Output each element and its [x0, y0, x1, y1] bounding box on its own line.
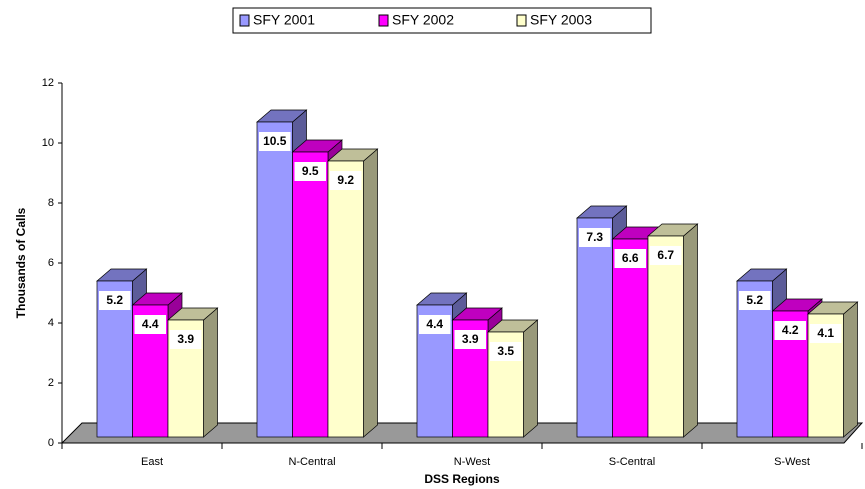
- bar-front: [292, 151, 329, 438]
- y-tick-label: 12: [42, 77, 54, 89]
- value-label: 4.4: [426, 317, 443, 331]
- x-tick-label: East: [141, 456, 163, 468]
- bar-side: [523, 319, 538, 438]
- bar: [327, 148, 379, 438]
- x-tick-label: S-West: [774, 456, 810, 468]
- x-axis-title: DSS Regions: [424, 472, 500, 486]
- value-label: 4.1: [817, 326, 834, 340]
- value-label: 3.9: [462, 332, 479, 346]
- legend-box: [232, 7, 652, 34]
- y-tick-label: 4: [48, 317, 54, 329]
- value-label-box: [170, 330, 202, 349]
- value-label: 7.3: [586, 230, 603, 244]
- bar-front: [327, 160, 364, 438]
- y-axis-title: Thousands of Calls: [14, 207, 28, 318]
- value-label: 4.4: [142, 317, 159, 331]
- value-label-box: [614, 249, 646, 268]
- value-label: 6.6: [622, 251, 639, 265]
- value-label: 4.2: [782, 323, 799, 337]
- value-label-box: [259, 132, 291, 151]
- value-label-box: [294, 162, 326, 181]
- y-tick-label: 10: [42, 137, 54, 149]
- value-label-box: [810, 324, 842, 343]
- bar-side: [683, 223, 698, 438]
- bar-front: [612, 238, 649, 438]
- value-label-box: [99, 291, 131, 310]
- y-tick-label: 2: [48, 377, 54, 389]
- value-label: 5.2: [746, 293, 763, 307]
- value-label-box: [490, 342, 522, 361]
- legend-swatch: [378, 14, 389, 27]
- value-label-box: [650, 246, 682, 265]
- bar-front: [256, 121, 293, 438]
- value-label: 9.5: [302, 164, 319, 178]
- legend-swatch: [239, 14, 250, 27]
- value-label: 5.2: [106, 293, 123, 307]
- legend-swatch: [516, 14, 527, 27]
- bar: [167, 307, 219, 438]
- bar-side: [843, 301, 858, 438]
- value-label: 3.9: [177, 332, 194, 346]
- legend-label: SFY 2001: [253, 12, 315, 28]
- legend-label: SFY 2003: [530, 12, 592, 28]
- bar-front: [647, 235, 684, 438]
- value-label: 6.7: [657, 248, 674, 262]
- y-tick-label: 6: [48, 257, 54, 269]
- x-tick-label: N-Central: [288, 456, 335, 468]
- value-label-box: [419, 315, 451, 334]
- value-label-box: [774, 321, 806, 340]
- value-label-box: [454, 330, 486, 349]
- bar-side: [203, 307, 218, 438]
- legend-label: SFY 2002: [392, 12, 454, 28]
- bar: [807, 301, 859, 438]
- value-label-box: [330, 171, 362, 190]
- value-label-box: [739, 291, 771, 310]
- y-tick-label: 0: [48, 437, 54, 449]
- bar-front: [576, 217, 613, 438]
- bar: [487, 319, 539, 438]
- value-label: 10.5: [263, 134, 287, 148]
- bar-side: [363, 148, 378, 438]
- value-label-box: [134, 315, 166, 334]
- value-label-box: [579, 228, 611, 247]
- x-tick-label: S-Central: [609, 456, 655, 468]
- x-tick-label: N-West: [454, 456, 490, 468]
- y-tick-label: 8: [48, 197, 54, 209]
- value-label: 9.2: [337, 173, 354, 187]
- bar: [647, 223, 699, 438]
- value-label: 3.5: [497, 344, 514, 358]
